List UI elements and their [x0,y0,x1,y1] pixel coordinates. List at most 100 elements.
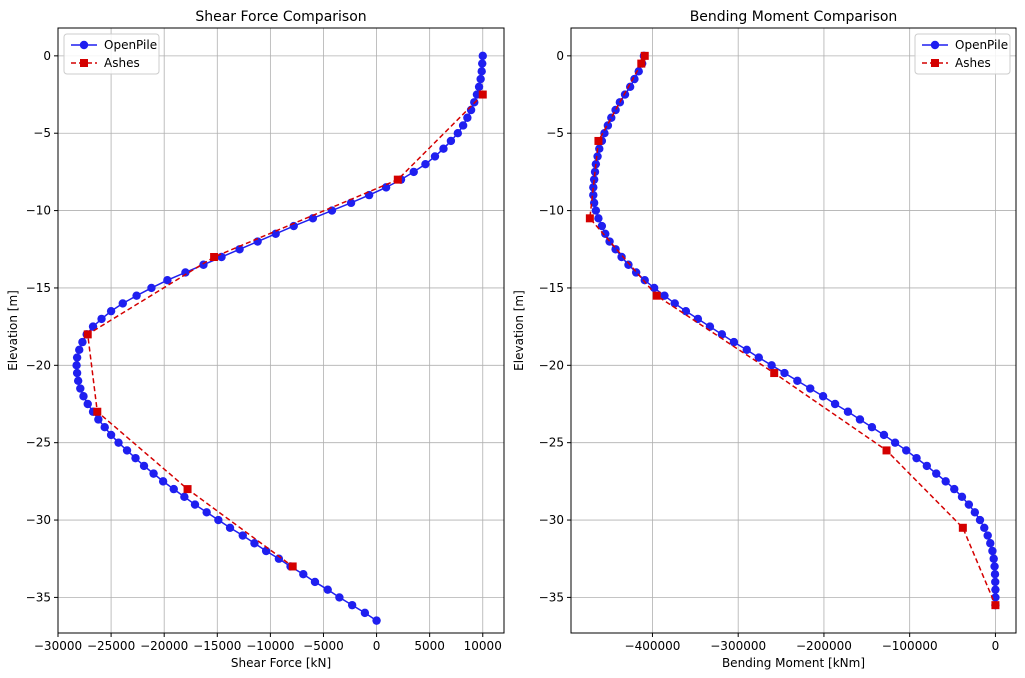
data-point-openpile [335,593,344,602]
legend-marker-openpile [79,40,89,50]
data-point-openpile [131,453,140,463]
y-tick-label: 0 [43,49,51,63]
data-point-openpile [118,299,127,308]
legend-label-ashes: Ashes [104,56,140,70]
data-point-openpile [941,477,950,486]
data-point-openpile [589,183,598,192]
data-point-openpile [986,539,995,548]
x-tick-label: −100000 [882,639,938,653]
data-point-ashes [478,90,487,99]
data-point-openpile [190,500,200,509]
data-point-openpile [458,121,468,130]
data-point-openpile [163,276,172,285]
data-point-openpile [76,384,85,393]
x-tick-label: −200000 [796,639,852,653]
x-tick-label: −10000 [246,639,294,653]
data-point-openpile [106,306,116,316]
data-point-openpile [793,376,802,385]
data-point-openpile [624,260,633,269]
data-point-openpile [446,136,456,146]
y-tick-label: −20 [539,358,564,372]
y-tick-label: −35 [26,590,51,604]
data-point-openpile [235,245,244,254]
data-point-openpile [347,600,357,610]
data-point-openpile [72,361,81,370]
y-tick-label: −35 [539,590,564,604]
data-point-openpile [181,268,190,277]
data-point-ashes [594,136,603,145]
data-point-openpile [607,113,616,122]
data-point-ashes [770,369,779,378]
data-point-openpile [806,384,815,393]
data-point-openpile [474,82,484,91]
series-line-ashes [589,55,997,606]
x-axis-label: Shear Force [kN] [231,656,331,670]
data-point-openpile [271,229,280,238]
data-point-openpile [238,531,247,540]
data-point-openpile [478,51,487,61]
subplot-1: −30000 −25000 −20000 −15000 −10000 −5000 0 5000… [6,9,505,670]
plot-frame [570,27,1017,634]
data-point-ashes [652,291,661,300]
data-point-openpile [890,438,900,447]
x-tick-label: −15000 [193,639,241,653]
data-point-openpile [94,415,103,424]
x-tick-label: 0 [373,639,381,653]
data-point-openpile [106,430,116,440]
data-point-openpile [649,283,659,293]
data-point-openpile [640,276,649,285]
series-ashes [585,51,1000,610]
data-point-openpile [225,523,235,532]
data-point-openpile [261,546,271,556]
data-point-openpile [617,252,626,262]
chart-title: Bending Moment Comparison [690,9,898,25]
data-point-ashes [288,562,297,571]
data-point-openpile [593,152,602,161]
subplot-2: −400000 −300000 −200000 −100000 0 0 −5 −10 −15 −2… [512,9,1017,670]
data-point-openpile [589,190,598,200]
data-point-openpile [742,345,751,355]
y-tick-label: −25 [26,436,51,450]
data-point-ashes [393,175,402,184]
x-tick-label: −25000 [87,639,135,653]
data-point-openpile [932,469,941,478]
data-point-openpile [989,554,998,563]
data-point-openpile [97,314,106,324]
series-openpile [589,51,1000,610]
data-point-openpile [430,152,440,161]
data-point-openpile [843,407,853,416]
data-point-ashes [637,59,646,68]
data-point-openpile [88,322,98,331]
data-point-openpile [867,423,877,432]
data-point-openpile [299,570,308,579]
data-point-openpile [780,368,789,378]
legend-label-openpile: OpenPile [955,38,1008,52]
data-point-openpile [439,144,448,153]
data-point-openpile [409,167,418,177]
plot-frame [57,27,505,634]
y-tick-label: −15 [539,281,564,295]
data-point-openpile [879,430,889,440]
legend-label-ashes: Ashes [955,56,991,70]
data-point-openpile [323,585,332,594]
data-point-openpile [922,461,932,471]
y-tick-label: −30 [539,513,564,527]
x-tick-label: 10000 [464,639,502,653]
data-point-openpile [964,500,974,509]
data-point-openpile [180,492,189,502]
legend-label-openpile: OpenPile [104,38,157,52]
data-point-openpile [346,198,356,208]
data-point-openpile [991,585,1000,594]
data-point-openpile [594,214,603,223]
data-point-openpile [902,446,911,455]
legend-marker-ashes [80,59,88,67]
data-point-openpile [970,508,980,517]
data-point-openpile [83,399,92,409]
legend-marker-openpile [930,40,940,50]
data-point-openpile [73,376,83,385]
data-point-ashes [83,330,92,339]
y-tick-label: −5 [546,126,564,140]
data-point-openpile [991,577,1000,587]
legend: OpenPile Ashes [914,33,1011,75]
